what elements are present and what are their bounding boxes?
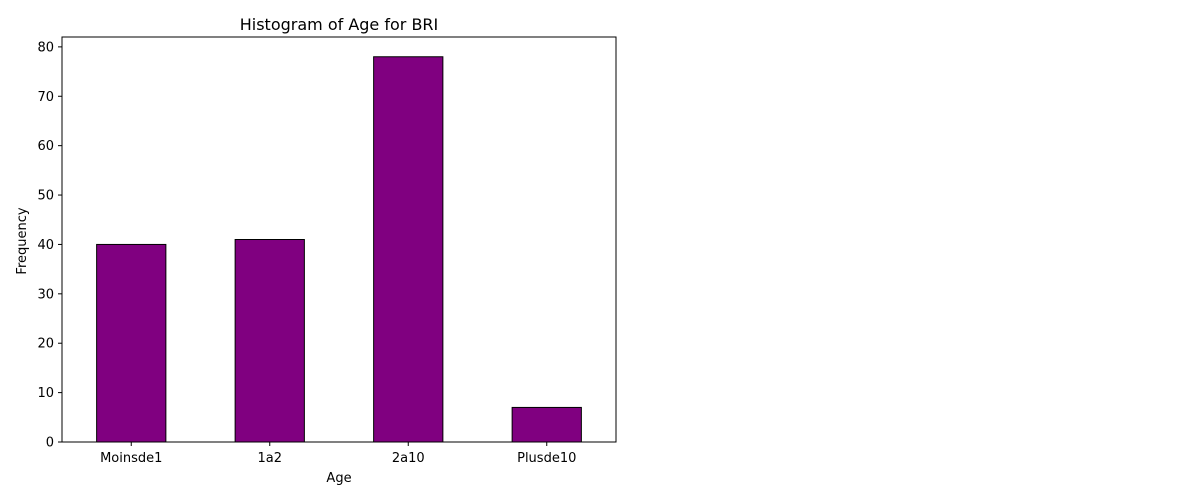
y-tick-label-0: 0 (46, 436, 54, 451)
y-tick-label-40: 40 (37, 238, 54, 253)
y-tick-label-20: 20 (37, 337, 54, 352)
x-tick-label-Plusde10: Plusde10 (517, 451, 576, 466)
y-axis-label: Frequency (15, 207, 30, 274)
x-axis-label: Age (326, 471, 351, 486)
x-tick-label-Moinsde1: Moinsde1 (100, 451, 162, 466)
axes-frame (61, 36, 617, 443)
bar-Moinsde1 (96, 243, 167, 443)
y-tick-label-10: 10 (37, 386, 54, 401)
y-tick-label-60: 60 (37, 139, 54, 154)
y-tick-label-80: 80 (37, 40, 54, 55)
x-tick-label-2a10: 2a10 (392, 451, 425, 466)
y-tick-label-50: 50 (37, 189, 54, 204)
chart-title: Histogram of Age for BRI (240, 15, 439, 34)
plot-area: Moinsde1 1a2 2a10 Plusde10 0 10 20 30 40 50 60 70 80 (37, 36, 617, 466)
bar-2a10 (373, 56, 444, 443)
x-tick-label-1a2: 1a2 (257, 451, 282, 466)
bar-Plusde10 (511, 406, 582, 443)
y-tick-label-30: 30 (37, 287, 54, 302)
y-tick-label-70: 70 (37, 90, 54, 105)
bar-1a2 (234, 239, 305, 443)
